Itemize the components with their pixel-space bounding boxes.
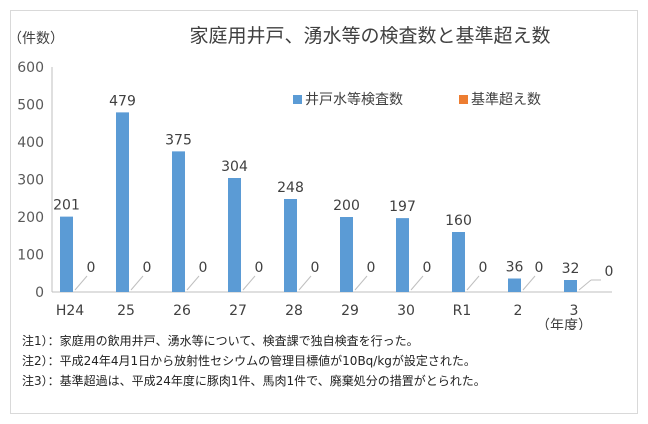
footnote-1: 注1）：家庭用の飲用井戸、湧水等について、検査課で独自検査を行った。 [22, 334, 419, 348]
leader-line-3 [578, 279, 592, 291]
x-tick-label-28: 28 [285, 303, 303, 319]
bar-井戸水等検査数-28 [284, 199, 297, 292]
y-tick-label-1: 100 [17, 248, 44, 264]
leader-line-29 [354, 275, 368, 291]
legend: 井戸水等検査数 基準超え数 [293, 91, 541, 108]
leader-line-2 [522, 275, 536, 291]
data-label-基準超え数-28: 0 [311, 260, 320, 276]
data-label-基準超え数-26: 0 [199, 260, 208, 276]
x-tick-label-R1: R1 [453, 303, 472, 319]
data-label-27: 304 [221, 159, 248, 175]
footnote-2: 注2）：平成24年4月1日から放射性セシウムの管理目標値が10Bq/kgが設定さ… [22, 354, 476, 368]
y-tick-label-6: 600 [17, 60, 44, 76]
data-label-基準超え数-R1: 0 [479, 260, 488, 276]
chart-title: 家庭用井戸、湧水等の検査数と基準超え数 [189, 25, 550, 47]
x-tick-label-30: 30 [397, 303, 415, 319]
data-label-28: 248 [277, 180, 304, 196]
data-label-基準超え数-29: 0 [367, 260, 376, 276]
leader-line-25 [130, 275, 144, 291]
leader-line-26 [186, 275, 200, 291]
data-label-25: 479 [109, 93, 136, 109]
data-label-30: 197 [389, 199, 416, 215]
data-label-基準超え数-H24: 0 [87, 260, 96, 276]
legend-label-1: 基準超え数 [471, 91, 541, 108]
leader-line-28 [298, 275, 312, 291]
chart-frame [10, 10, 638, 414]
leader-line-R1 [466, 275, 480, 291]
data-label-基準超え数-30: 0 [423, 260, 432, 276]
x-tick-label-3: 3 [570, 303, 579, 319]
y-axis-label: （件数） [8, 31, 64, 47]
x-tick-label-26: 26 [173, 303, 191, 319]
y-tick-label-4: 400 [17, 135, 44, 151]
data-label-基準超え数-2: 0 [535, 260, 544, 276]
bar-井戸水等検査数-2 [508, 278, 521, 292]
data-label-基準超え数-27: 0 [255, 260, 264, 276]
legend-swatch-1 [459, 95, 468, 104]
data-label-R1: 160 [445, 213, 472, 229]
bar-井戸水等検査数-30 [396, 218, 409, 292]
leader-line-27 [242, 275, 256, 291]
bar-井戸水等検査数-H24 [60, 216, 73, 292]
x-tick-label-25: 25 [117, 303, 135, 319]
bar-井戸水等検査数-26 [172, 151, 185, 292]
footnote-3: 注3）：基準超過は、平成24年度に豚肉1件、馬肉1件で、廃棄処分の措置がとられた… [22, 374, 486, 388]
legend-swatch-0 [293, 95, 302, 104]
data-label-2: 36 [506, 260, 524, 276]
data-label-基準超え数-25: 0 [143, 260, 152, 276]
data-label-26: 375 [165, 132, 192, 148]
leader-line-H24 [74, 275, 88, 291]
x-tick-label-H24: H24 [56, 303, 84, 319]
bar-井戸水等検査数-3 [564, 280, 577, 292]
leader-line-30 [410, 275, 424, 291]
bar-井戸水等検査数-R1 [452, 232, 465, 292]
bar-井戸水等検査数-27 [228, 178, 241, 292]
y-tick-label-5: 500 [17, 98, 44, 114]
data-label-29: 200 [333, 198, 360, 214]
legend-label-0: 井戸水等検査数 [305, 91, 403, 108]
data-label-H24: 201 [53, 198, 80, 214]
footnotes: 注1）：家庭用の飲用井戸、湧水等について、検査課で独自検査を行った。 注2）：平… [22, 331, 486, 391]
data-label-3: 32 [562, 261, 580, 277]
y-tick-label-0: 0 [35, 285, 44, 301]
x-tick-label-29: 29 [341, 303, 359, 319]
x-tick-label-2: 2 [514, 303, 523, 319]
data-label-基準超え数-3: 0 [605, 264, 614, 280]
y-tick-label-2: 200 [17, 210, 44, 226]
y-tick-label-3: 300 [17, 173, 44, 189]
bar-chart: 家庭用井戸、湧水等の検査数と基準超え数 （件数） （年度） 井戸水等検査数 基準… [8, 25, 614, 330]
x-axis-label: （年度） [536, 318, 592, 330]
bar-井戸水等検査数-25 [116, 112, 129, 292]
bar-井戸水等検査数-29 [340, 217, 353, 292]
x-tick-label-27: 27 [229, 303, 247, 319]
